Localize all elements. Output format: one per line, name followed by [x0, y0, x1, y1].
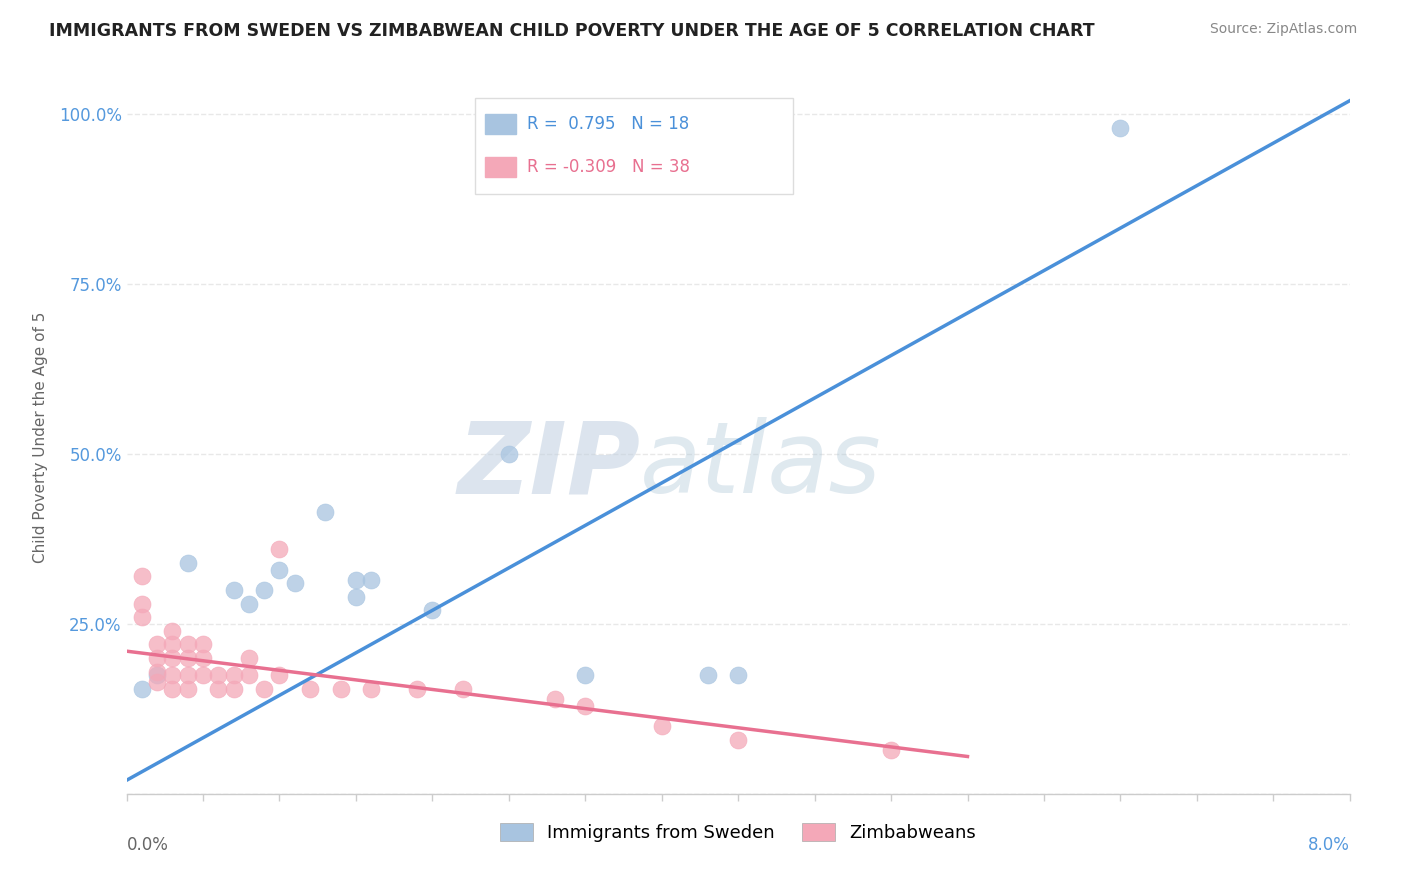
Point: [299, 681, 322, 696]
Point: [222, 681, 245, 696]
Text: R =  0.795   N = 18: R = 0.795 N = 18: [526, 115, 689, 133]
Legend: Immigrants from Sweden, Zimbabweans: Immigrants from Sweden, Zimbabweans: [494, 815, 983, 849]
Point: [146, 674, 169, 689]
Point: [284, 576, 307, 591]
Point: [162, 624, 184, 638]
Bar: [485, 114, 516, 134]
Point: [696, 668, 718, 682]
Point: [422, 603, 444, 617]
Text: Source: ZipAtlas.com: Source: ZipAtlas.com: [1209, 22, 1357, 37]
Point: [344, 573, 367, 587]
Point: [727, 732, 749, 747]
Point: [238, 651, 260, 665]
FancyBboxPatch shape: [475, 98, 793, 194]
Text: IMMIGRANTS FROM SWEDEN VS ZIMBABWEAN CHILD POVERTY UNDER THE AGE OF 5 CORRELATIO: IMMIGRANTS FROM SWEDEN VS ZIMBABWEAN CHI…: [49, 22, 1095, 40]
Point: [222, 668, 245, 682]
Point: [360, 681, 382, 696]
Point: [269, 668, 291, 682]
Point: [543, 691, 565, 706]
Point: [191, 668, 214, 682]
Point: [131, 681, 153, 696]
Point: [177, 681, 200, 696]
Point: [1109, 120, 1132, 135]
Point: [574, 698, 596, 713]
Text: 0.0%: 0.0%: [127, 836, 169, 854]
Bar: [485, 157, 516, 177]
Text: R = -0.309   N = 38: R = -0.309 N = 38: [526, 158, 689, 176]
Y-axis label: Child Poverty Under the Age of 5: Child Poverty Under the Age of 5: [32, 311, 48, 563]
Point: [269, 563, 291, 577]
Point: [253, 582, 276, 597]
Point: [177, 651, 200, 665]
Point: [360, 573, 382, 587]
Point: [146, 665, 169, 679]
Point: [406, 681, 429, 696]
Point: [131, 597, 153, 611]
Point: [344, 590, 367, 604]
Point: [651, 719, 673, 733]
Point: [177, 668, 200, 682]
Point: [314, 505, 336, 519]
Point: [191, 637, 214, 651]
Text: atlas: atlas: [640, 417, 882, 514]
Point: [131, 569, 153, 583]
Point: [146, 637, 169, 651]
Point: [162, 651, 184, 665]
Point: [329, 681, 352, 696]
Point: [177, 556, 200, 570]
Text: ZIP: ZIP: [457, 417, 640, 514]
Point: [238, 597, 260, 611]
Point: [146, 668, 169, 682]
Point: [162, 668, 184, 682]
Point: [131, 610, 153, 624]
Point: [451, 681, 474, 696]
Point: [162, 637, 184, 651]
Point: [880, 742, 903, 756]
Point: [222, 582, 245, 597]
Point: [727, 668, 749, 682]
Point: [191, 651, 214, 665]
Point: [238, 668, 260, 682]
Point: [498, 447, 520, 461]
Point: [162, 681, 184, 696]
Text: 8.0%: 8.0%: [1308, 836, 1350, 854]
Point: [574, 668, 596, 682]
Point: [207, 681, 229, 696]
Point: [253, 681, 276, 696]
Point: [269, 542, 291, 557]
Point: [207, 668, 229, 682]
Point: [146, 651, 169, 665]
Point: [177, 637, 200, 651]
